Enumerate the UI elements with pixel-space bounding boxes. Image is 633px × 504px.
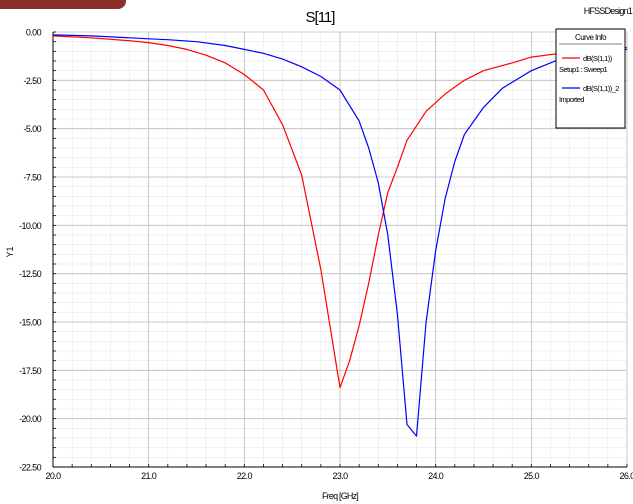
y-tick-label: -5.00 (23, 124, 41, 134)
x-tick-label: 20.0 (45, 471, 61, 481)
y-tick-label: -2.50 (23, 76, 41, 86)
y-tick-label: 0.00 (26, 28, 42, 38)
chart-title: S[11] (306, 9, 336, 26)
x-tick-label: 21.0 (141, 471, 157, 481)
legend-entry-sublabel: Setup1 : Sweep1 (559, 65, 608, 74)
window-corner-tab (0, 0, 126, 9)
x-tick-label: 22.0 (237, 471, 253, 481)
y-tick-label: -7.50 (23, 173, 41, 183)
legend-entry-sublabel: Imported (559, 95, 584, 104)
x-axis-label: Freq [GHz] (322, 491, 358, 501)
legend-entry-label: dB(S(1,1)) (583, 54, 613, 63)
y-tick-label: -22.50 (19, 463, 42, 473)
series-line-1 (52, 35, 628, 389)
x-tick-label: 25.0 (524, 471, 540, 481)
y-tick-label: -17.50 (19, 366, 42, 376)
series-line-2 (52, 34, 628, 437)
y-tick-label: -15.00 (19, 318, 42, 328)
y-tick-label: -10.00 (19, 221, 42, 231)
y-tick-label: -20.00 (19, 414, 42, 424)
legend-title: Curve Info (575, 33, 607, 42)
x-tick-label: 23.0 (332, 471, 348, 481)
legend-box (555, 28, 626, 129)
x-tick-label: 26.0 (619, 471, 633, 481)
design-label: HFSSDesign1 (584, 6, 633, 16)
y-tick-label: -12.50 (19, 269, 42, 279)
x-tick-label: 24.0 (428, 471, 444, 481)
legend-entry-label: dB(S(1,1))_2 (583, 84, 619, 93)
y-axis-label: Y1 (5, 246, 15, 257)
